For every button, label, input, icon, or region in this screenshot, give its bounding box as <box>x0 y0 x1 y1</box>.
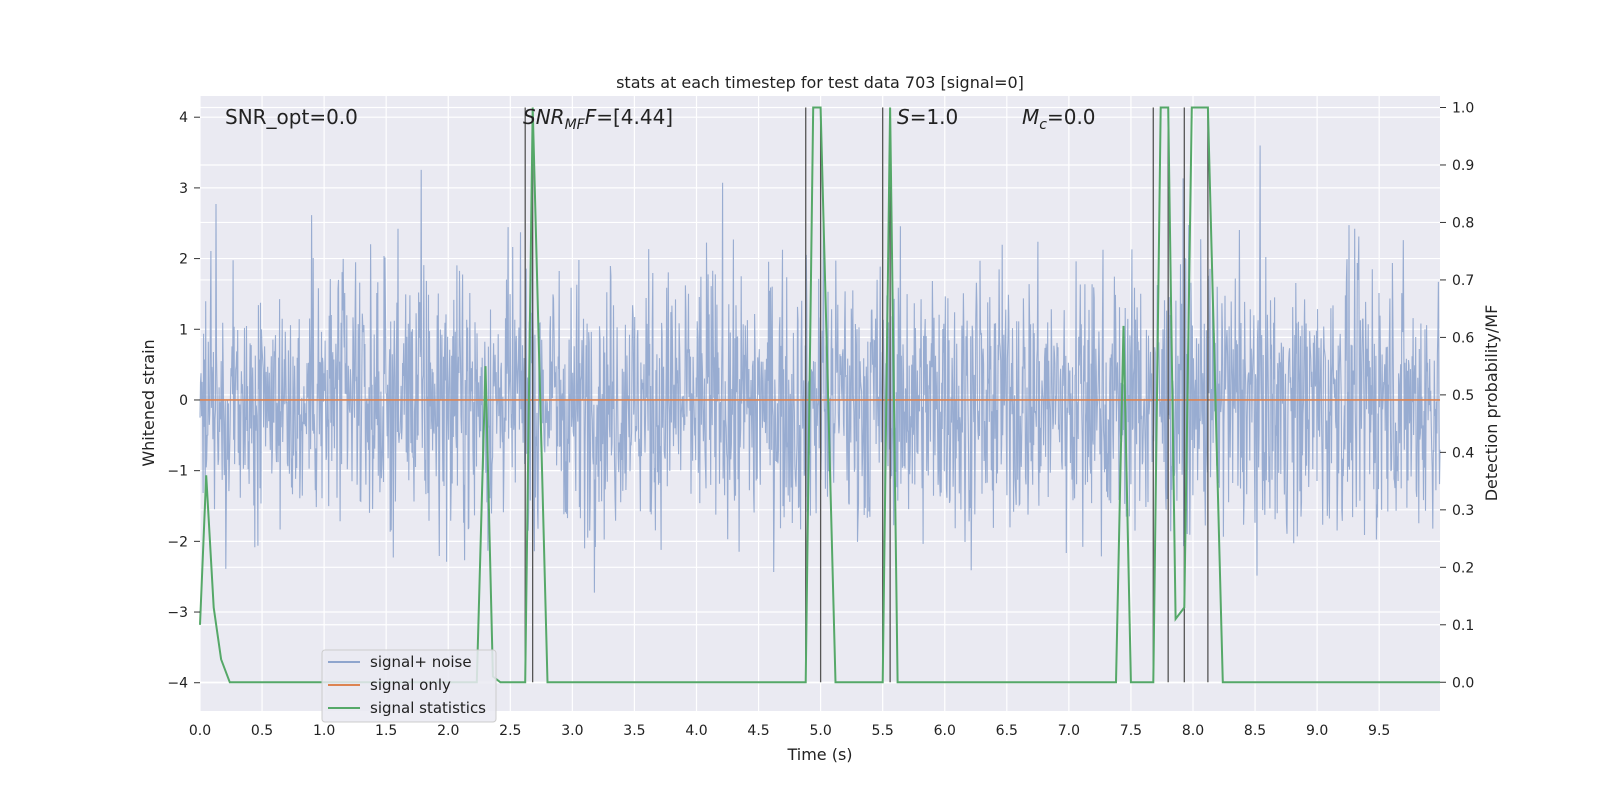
y2-tick-label: 0.1 <box>1452 618 1474 634</box>
x-tick-label: 6.0 <box>934 723 956 739</box>
annotation-mc: Mc=0.0 <box>1022 105 1096 133</box>
legend-label-signal-only: signal only <box>370 676 451 694</box>
x-tick-label: 8.0 <box>1182 723 1204 739</box>
x-tick-label: 0.5 <box>251 723 273 739</box>
x-tick-label: 4.5 <box>747 723 769 739</box>
y-tick-label: −2 <box>167 534 188 550</box>
x-tick-label: 0.0 <box>189 723 211 739</box>
y2-axis-ticks: 1.0 0.9 0.8 0.7 0.6 0.5 0.4 0.3 0.2 0.1 0.0 <box>1440 100 1474 691</box>
y2-tick-label: 0.6 <box>1452 330 1474 346</box>
y2-tick-label: 0.9 <box>1452 158 1474 174</box>
x-tick-label: 8.5 <box>1244 723 1266 739</box>
legend-box <box>321 649 497 723</box>
y2-tick-label: 0.3 <box>1452 503 1474 519</box>
annotation-s: S=1.0 <box>897 105 958 129</box>
legend-label-signal-noise: signal+ noise <box>370 653 472 671</box>
legend: signal+ noise signal only signal statist… <box>321 649 497 723</box>
y2-tick-label: 0.5 <box>1452 388 1474 404</box>
signal-statistics-series <box>199 106 1440 684</box>
y-tick-label: −4 <box>167 676 188 692</box>
x-tick-label: 5.0 <box>809 723 831 739</box>
y-tick-label: 2 <box>179 252 188 268</box>
x-tick-label: 3.0 <box>561 723 583 739</box>
detection-vertical-lines <box>524 107 1209 683</box>
y-tick-label: 0 <box>179 393 188 409</box>
x-tick-label: 2.5 <box>499 723 521 739</box>
chart-title: stats at each timestep for test data 703… <box>616 73 1024 92</box>
x-tick-label: 3.5 <box>623 723 645 739</box>
x-tick-label: 1.0 <box>313 723 335 739</box>
legend-label-signal-statistics: signal statistics <box>370 699 486 717</box>
x-tick-label: 5.5 <box>872 723 894 739</box>
y-tick-label: 3 <box>179 181 188 197</box>
y-tick-label: −3 <box>167 605 188 621</box>
y2-tick-label: 0.7 <box>1452 273 1474 289</box>
y-tick-label: 4 <box>179 110 188 126</box>
y-axis-label: Whitened strain <box>139 339 158 466</box>
y-tick-label: −1 <box>167 464 188 480</box>
x-tick-label: 4.0 <box>685 723 707 739</box>
x-tick-label: 7.0 <box>1058 723 1080 739</box>
annotation-snr-mf: SNRMFF=[4.44] <box>523 105 673 133</box>
y2-tick-label: 1.0 <box>1452 100 1474 116</box>
y2-tick-label: 0.2 <box>1452 560 1474 576</box>
signal-statistics-line <box>199 106 1440 684</box>
y2-tick-label: 0.8 <box>1452 215 1474 231</box>
y-tick-label: 1 <box>179 322 188 338</box>
y2-tick-label: 0.4 <box>1452 445 1474 461</box>
x-tick-label: 9.5 <box>1368 723 1390 739</box>
x-tick-label: 2.0 <box>437 723 459 739</box>
x-tick-label: 9.0 <box>1306 723 1328 739</box>
y-axis-ticks: 4 3 2 1 0 −1 −2 −3 −4 <box>167 110 200 692</box>
x-axis-ticks: 0.0 0.5 1.0 1.5 2.0 2.5 3.0 3.5 4.0 4.5 5.0 5.5 6.0 6… <box>189 723 1390 739</box>
y2-tick-label: 0.0 <box>1452 675 1474 691</box>
y2-axis-label: Detection probability/MF <box>1482 305 1501 502</box>
annotation-snr-opt: SNR_opt=0.0 <box>225 105 358 129</box>
x-tick-label: 6.5 <box>996 723 1018 739</box>
x-tick-label: 7.5 <box>1120 723 1142 739</box>
x-tick-label: 1.5 <box>375 723 397 739</box>
x-axis-label: Time (s) <box>786 745 852 764</box>
